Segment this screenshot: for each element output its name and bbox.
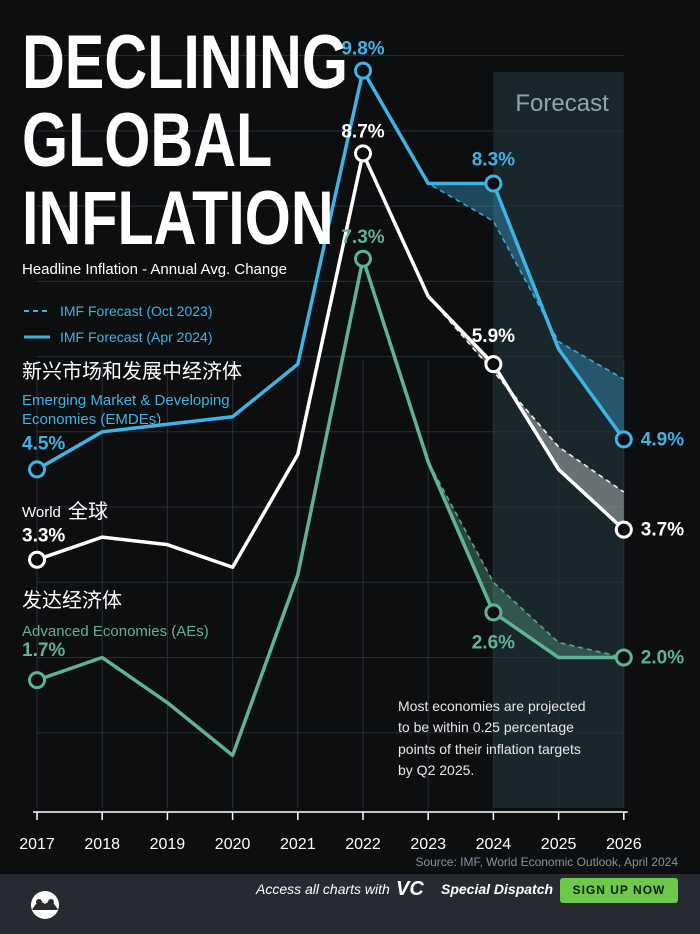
gridlines [36,55,625,808]
emde-value-label: 8.3% [472,150,515,171]
note-line-2: to be within 0.25 percentage [398,719,574,735]
ae-marker [614,648,633,667]
title-line-3: INFLATION [22,176,334,261]
emde-label-2: Economies (EMDEs) [22,411,161,428]
emde-marker [354,61,372,80]
value-labels: 4.5% 9.8% 8.3% 4.9% 3.3% 8.7% 5.9% 3.7% 1.7% 7.3%… [22,39,684,669]
subtitle: Headline Inflation - Annual Avg. Change [22,261,287,278]
emde-line [36,68,626,471]
series-lines [36,68,626,758]
emde-value-label: 9.8% [341,39,384,60]
ae-value-label: 2.6% [472,632,515,653]
world-forecast-diff-area [428,296,624,530]
world-marker [614,520,633,539]
x-tick-label: 2017 [19,836,55,853]
ae-label-cn: 发达经济体 [22,589,122,612]
world-label-cn: 全球 [68,500,108,523]
title-line-1: DECLINING [22,20,348,105]
ae-marker [484,603,503,622]
x-tick-label: 2019 [150,836,186,853]
note-line-1: Most economies are projected [398,698,586,714]
x-tick-label: 2024 [476,836,512,853]
ae-value-label: 7.3% [341,227,384,248]
emde-marker [28,460,46,479]
x-tick-label: 2020 [215,836,251,853]
note-line-3: points of their inflation targets [398,741,581,757]
x-tick-label: 2022 [345,836,381,853]
world-value-label: 8.7% [341,121,384,142]
forecast-difference-areas [428,183,624,658]
emde-value-label: 4.9% [641,429,684,450]
x-tick-label: 2018 [84,836,120,853]
world-label: World [22,504,61,521]
sign-up-button[interactable]: SIGN UP NOW [560,878,678,903]
visual-capitalist-logo-icon[interactable] [24,890,66,920]
note-line-4: by Q2 2025. [398,762,474,778]
vc-brand-mark: VC [396,878,424,900]
ae-line [36,257,624,758]
ae-value-label: 2.0% [641,648,684,669]
ae-label: Advanced Economies (AEs) [22,623,209,640]
world-marker [354,144,372,163]
world-marker [484,355,503,374]
x-tick-label: 2026 [606,836,642,853]
series-markers [28,61,633,690]
emde-marker [484,174,503,193]
footer-access-text: Access all charts with [256,881,390,897]
emde-label-cn: 新兴市场和发展中经济体 [22,360,242,383]
emde-marker [614,430,633,449]
world-value-label: 3.7% [641,520,684,541]
emde-value-label: 4.5% [22,433,65,454]
world-value-label: 3.3% [22,526,65,547]
x-tick-label: 2025 [541,836,577,853]
emde-label-1: Emerging Market & Developing [22,392,230,409]
x-tick-label: 2021 [280,836,316,853]
x-tick-label: 2023 [410,836,446,853]
x-axis: 2017 2018 2019 2020 2021 2022 2023 2024 2025 2026 [19,811,642,853]
title-line-2: GLOBAL [22,98,272,183]
ae-marker [354,249,372,268]
ae-oct-forecast-line [362,258,624,659]
ae-value-label: 1.7% [22,640,65,661]
world-value-label: 5.9% [472,326,515,347]
source-note: Source: IMF, World Economic Outlook, Apr… [415,855,678,869]
forecast-label: Forecast [515,90,609,117]
ae-marker [28,671,46,690]
legend-oct: IMF Forecast (Oct 2023) [60,303,212,319]
world-line [36,151,625,569]
ae-forecast-diff-area [428,461,624,658]
legend-apr: IMF Forecast (Apr 2024) [60,329,213,345]
world-marker [28,550,46,569]
footer-dispatch-text: Special Dispatch [441,881,554,897]
